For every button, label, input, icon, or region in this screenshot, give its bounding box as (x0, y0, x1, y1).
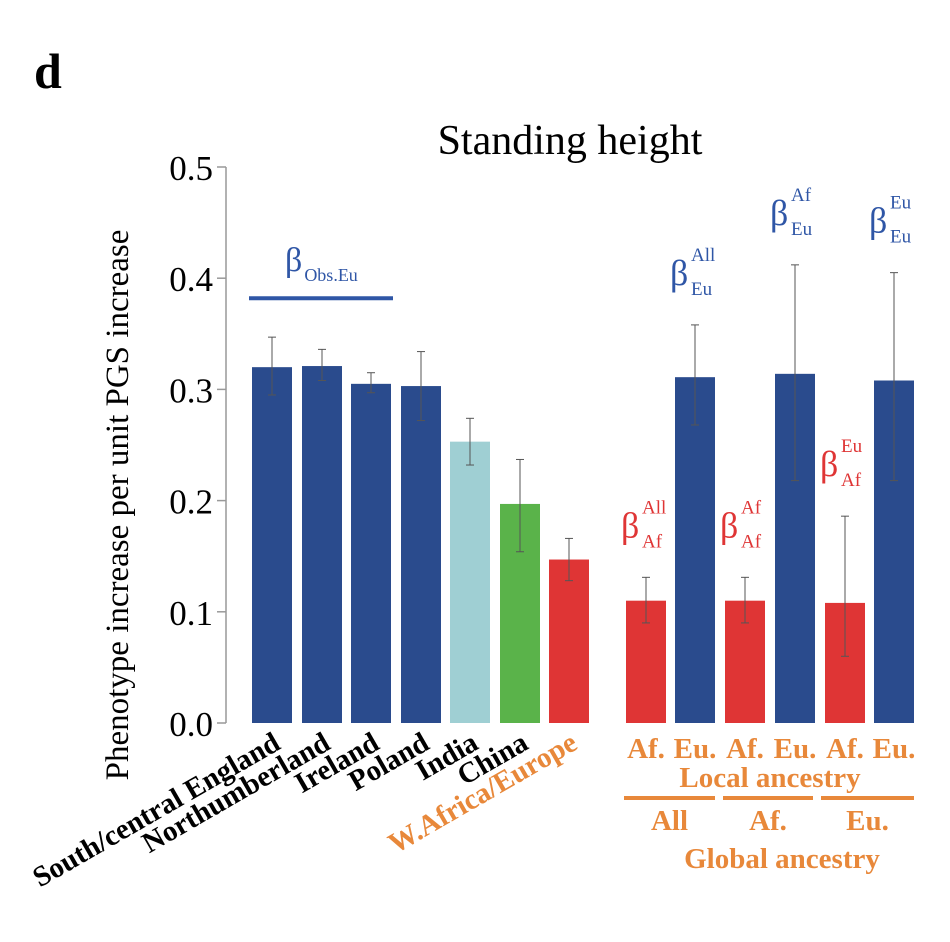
beta-symbol: β (621, 505, 639, 545)
beta-annotation: β Af Eu (770, 185, 813, 240)
y-tick-label: 0.4 (169, 260, 213, 299)
beta-superscript: Af (741, 497, 762, 518)
beta-subscript: Af (642, 531, 663, 552)
global-ancestry-tick: Af. (749, 805, 787, 837)
beta-superscript: Eu (841, 436, 863, 457)
beta-superscript: Af (791, 185, 812, 206)
beta-superscript: Eu (890, 193, 912, 214)
beta-annotation: β Eu Af (820, 436, 863, 491)
local-ancestry-tick: Eu. (674, 733, 717, 765)
x-tick-label: South/central England (27, 726, 285, 894)
beta-annotation: β Eu Eu (869, 193, 912, 248)
beta-subscript: Af (741, 531, 762, 552)
y-axis: 0.0 0.1 0.2 0.3 0.4 0.5 (169, 149, 227, 744)
local-ancestry-tick: Eu. (873, 733, 916, 765)
y-tick-label: 0.1 (169, 594, 213, 633)
bar (675, 377, 715, 723)
y-tick-label: 0.2 (169, 483, 213, 522)
bar (252, 367, 292, 723)
global-ancestry-tick: All (651, 805, 688, 837)
beta-symbol: β (720, 505, 738, 545)
y-tick-label: 0.5 (169, 149, 213, 188)
beta-subscript: Eu (691, 279, 713, 300)
bar (401, 386, 441, 723)
local-ancestry-tick: Eu. (774, 733, 817, 765)
local-ancestry-label: Local ancestry (679, 762, 861, 794)
beta-annotation: β Af Af (720, 497, 762, 552)
y-tick-label: 0.3 (169, 371, 213, 410)
beta-superscript: All (642, 497, 666, 518)
beta-symbol: β (770, 193, 788, 233)
y-axis-label: Phenotype increase per unit PGS increase (100, 230, 136, 781)
beta-symbol: β (670, 253, 688, 293)
beta-symbol: β (869, 201, 887, 241)
local-ancestry-tick: Af. (826, 733, 864, 765)
local-ancestry-tick: Af. (627, 733, 665, 765)
bar (302, 366, 342, 723)
beta-subscript: Eu (890, 227, 912, 248)
beta-annotation: β All Eu (670, 245, 715, 300)
y-tick-label: 0.0 (169, 705, 213, 744)
beta-subscript: Eu (791, 219, 813, 240)
x-tick-labels: South/central EnglandNorthumberlandIrela… (27, 726, 915, 894)
bar (450, 441, 490, 723)
bar (549, 559, 589, 723)
local-ancestry-tick: Af. (726, 733, 764, 765)
global-ancestry-label: Global ancestry (684, 843, 880, 875)
bars-group (252, 264, 914, 723)
bar (351, 383, 391, 723)
beta-symbol: β (820, 444, 838, 484)
panel-label: d (34, 43, 62, 99)
beta-superscript: All (691, 245, 715, 266)
global-ancestry-tick: Eu. (846, 805, 889, 837)
beta-subscript: Af (841, 470, 862, 491)
chart-title: Standing height (438, 118, 703, 164)
beta-annotation: β All Af (621, 497, 666, 552)
beta-obs-eu-label: β Obs.Eu (285, 242, 358, 285)
